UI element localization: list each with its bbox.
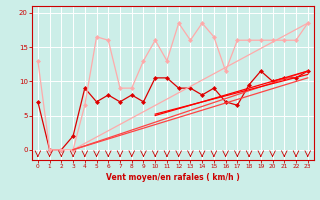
X-axis label: Vent moyen/en rafales ( km/h ): Vent moyen/en rafales ( km/h ) <box>106 173 240 182</box>
